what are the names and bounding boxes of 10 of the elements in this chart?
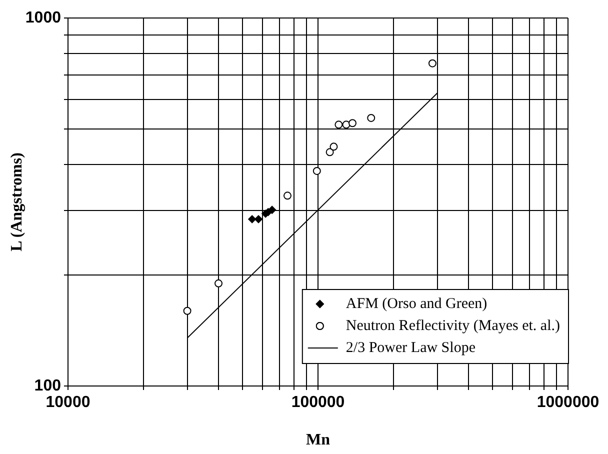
x-axis-title: Mn (306, 432, 330, 449)
x-tick-label: 10000 (46, 394, 90, 412)
y-tick-label: 1000 (25, 9, 62, 26)
x-tick-label: 1000000 (536, 394, 600, 412)
legend-label: Neutron Reflectivity (Mayes et. al.) (346, 318, 560, 334)
legend-label: 2/3 Power Law Slope (346, 340, 476, 356)
y-tick-label: 100 (34, 377, 62, 394)
y-axis-title: L (Angstroms) (8, 152, 26, 252)
x-tick-label: 100000 (291, 394, 345, 412)
legend-label: AFM (Orso and Green) (346, 296, 488, 312)
